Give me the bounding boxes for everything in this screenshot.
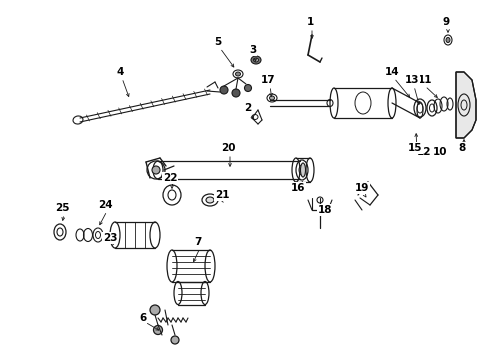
Text: 5: 5 [215,37,221,47]
Text: 22: 22 [163,173,177,183]
Text: 11: 11 [418,75,432,85]
Text: 16: 16 [291,183,305,193]
Ellipse shape [150,305,160,315]
Ellipse shape [171,336,179,344]
Ellipse shape [232,89,240,97]
Text: 6: 6 [139,313,147,323]
Text: 4: 4 [116,67,123,77]
Ellipse shape [270,96,274,100]
Text: 18: 18 [318,205,332,215]
Ellipse shape [236,72,241,76]
Text: 21: 21 [215,190,229,200]
Ellipse shape [153,325,163,334]
Ellipse shape [446,37,450,42]
Text: 8: 8 [458,143,466,153]
Polygon shape [456,72,476,138]
Text: 20: 20 [221,143,235,153]
Text: 9: 9 [442,17,449,27]
Ellipse shape [206,197,214,203]
Text: 7: 7 [195,237,202,247]
Ellipse shape [152,166,160,174]
Text: 24: 24 [98,200,112,210]
Ellipse shape [245,85,251,91]
Text: 15: 15 [408,143,422,153]
Ellipse shape [251,56,261,64]
Text: 2: 2 [245,103,252,113]
Text: 10: 10 [433,147,447,157]
Ellipse shape [220,86,228,94]
Ellipse shape [253,58,259,62]
Text: 3: 3 [249,45,257,55]
Ellipse shape [300,163,305,177]
Text: 25: 25 [55,203,69,213]
Text: 14: 14 [385,67,399,77]
Text: 1: 1 [306,17,314,27]
Text: 17: 17 [261,75,275,85]
Text: 13: 13 [405,75,419,85]
Text: 23: 23 [103,233,117,243]
Text: 19: 19 [355,183,369,193]
Text: 12: 12 [417,147,431,157]
